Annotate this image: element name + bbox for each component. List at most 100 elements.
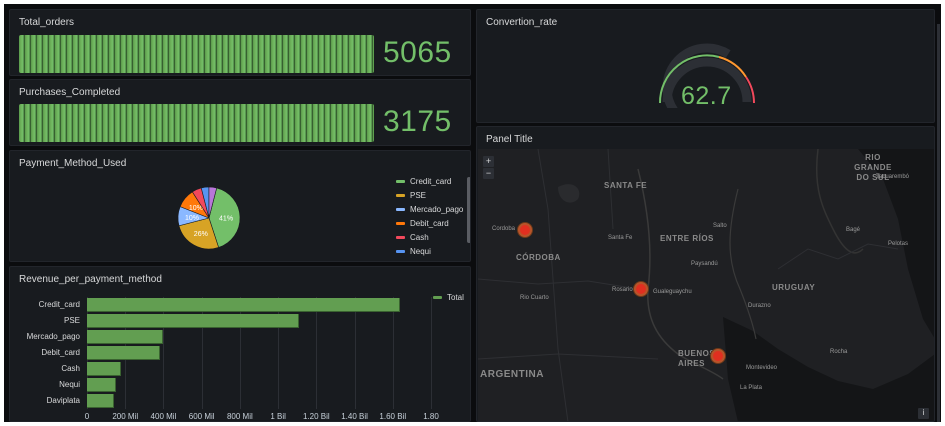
bar-credit-card[interactable] xyxy=(87,298,401,312)
x-tick-label: 200 Mil xyxy=(112,412,139,421)
map-canvas[interactable]: SANTA FE ENTRE RÍOS CÓRDOBA URUGUAY RIO … xyxy=(478,149,934,421)
map-city: Rocha xyxy=(830,349,848,355)
category-label: Cash xyxy=(61,364,80,373)
panel-title: Panel Title xyxy=(486,134,533,145)
grid-line xyxy=(239,297,241,409)
gauge-threshold-red xyxy=(745,76,755,104)
grid-line xyxy=(316,297,318,409)
legend-item[interactable]: Mercado_pago xyxy=(396,205,463,214)
map-label: ENTRE RÍOS xyxy=(660,234,714,243)
map-marker-rosario[interactable] xyxy=(634,282,648,296)
bar-pse[interactable] xyxy=(87,314,300,328)
x-tick-label: 0 xyxy=(84,412,90,421)
info-icon[interactable]: i xyxy=(918,408,929,419)
legend-label: Total xyxy=(447,293,464,302)
legend-swatch xyxy=(396,208,405,211)
pie-slice-credit-card[interactable] xyxy=(208,187,241,248)
gauge-threshold-green xyxy=(658,54,720,104)
zoom-out-button[interactable]: − xyxy=(483,168,494,179)
map-city: Bagé xyxy=(846,227,861,233)
x-tick-label: 400 Mil xyxy=(150,412,177,421)
x-tick-label: 1.40 Bil xyxy=(341,412,368,421)
revenue-panel[interactable]: Revenue_per_payment_method Total 0 200 Mi… xyxy=(9,266,471,422)
purchases-completed-value: 3175 xyxy=(383,105,452,138)
legend-item[interactable]: Credit_card xyxy=(396,177,451,186)
legend-label: Cash xyxy=(410,233,429,242)
map-label: RIO GRANDE DO SUL xyxy=(854,153,892,182)
total-orders-panel[interactable]: Total_orders 5065 xyxy=(9,9,471,76)
panel-title: Revenue_per_payment_method xyxy=(19,274,162,285)
category-label: Mercado_pago xyxy=(26,332,80,341)
gauge-threshold-orange xyxy=(718,56,747,78)
legend-label: Credit_card xyxy=(410,177,452,186)
category-label: Daviplata xyxy=(46,396,80,405)
pie-slice-pse[interactable] xyxy=(178,217,219,250)
dashboard-scrollbar[interactable] xyxy=(937,24,940,422)
x-tick-label: 1 Bil xyxy=(270,412,286,421)
legend-swatch xyxy=(396,180,405,183)
grid-line xyxy=(392,297,394,409)
zoom-in-button[interactable]: + xyxy=(483,156,494,167)
map-city: Montevideo xyxy=(746,365,778,371)
pie-slice-label: 10% xyxy=(185,215,199,222)
bar-debit-card[interactable] xyxy=(87,346,160,360)
total-orders-bar xyxy=(19,35,374,73)
pie-chart: 41% 26% 10% 10% xyxy=(177,186,241,250)
x-tick-label: 600 Mil xyxy=(188,412,215,421)
legend-label: PSE xyxy=(410,191,427,200)
category-label: Credit_card xyxy=(38,300,80,309)
map-label: URUGUAY xyxy=(772,283,816,292)
map-city: Paysandú xyxy=(691,261,718,267)
conversion-rate-panel[interactable]: Convertion_rate 62.7 xyxy=(476,9,935,123)
map-city: Tacuarembó xyxy=(876,174,910,180)
revenue-legend[interactable]: Total xyxy=(433,293,464,302)
grid-line xyxy=(431,297,432,409)
purchases-completed-panel[interactable]: Purchases_Completed 3175 xyxy=(9,79,471,146)
map-panel[interactable]: Panel Title SANTA FE ENTRE RÍOS CÓRDOBA … xyxy=(476,126,935,422)
payment-method-panel[interactable]: Payment_Method_Used 41% 26% 10% 10% Credit_… xyxy=(9,150,471,262)
map-city: Salto xyxy=(713,223,727,229)
conversion-rate-value: 62.7 xyxy=(681,82,732,110)
pie-slice-label: 10% xyxy=(189,205,203,212)
legend-item[interactable]: Debit_card xyxy=(396,219,449,228)
revenue-bar-chart: 0 200 Mil 400 Mil 600 Mil 800 Mil 1 Bil 1.20 B… xyxy=(10,267,470,421)
map-label: ARGENTINA xyxy=(480,369,544,380)
map-background xyxy=(478,149,934,421)
bar-daviplata[interactable] xyxy=(87,394,114,408)
legend-scrollbar[interactable] xyxy=(467,177,470,243)
map-city: Rio Cuarto xyxy=(520,295,549,301)
legend-label: Mercado_pago xyxy=(410,205,464,214)
gauge-fill xyxy=(662,43,731,108)
grid-line xyxy=(354,297,356,409)
dashboard: Total_orders 5065 Purchases_Completed 31… xyxy=(4,4,941,422)
pie-slice-label: 26% xyxy=(194,231,208,238)
map-city: Cordoba xyxy=(492,226,516,232)
map-label: CÓRDOBA xyxy=(516,253,561,262)
grid-line xyxy=(163,297,165,409)
bar-mercado-pago[interactable] xyxy=(87,330,164,344)
panel-title: Purchases_Completed xyxy=(19,87,121,98)
pie-slice-label: 41% xyxy=(219,215,233,222)
legend-swatch xyxy=(396,222,405,225)
panel-title: Total_orders xyxy=(19,17,75,28)
legend-label: Nequi xyxy=(410,247,431,256)
x-tick-label: 1.60 Bil xyxy=(379,412,407,421)
x-tick-label: 1.20 Bil xyxy=(302,412,330,421)
map-city: La Plata xyxy=(740,385,763,391)
legend-swatch xyxy=(433,296,442,299)
grid-line xyxy=(278,297,280,409)
map-city: Gualeguaychu xyxy=(653,289,692,295)
bar-cash[interactable] xyxy=(87,362,122,376)
pie-slice-other[interactable] xyxy=(208,186,218,219)
map-city: Rosario xyxy=(612,287,633,293)
bar-nequi[interactable] xyxy=(87,378,116,392)
x-tick-label: 1.80 xyxy=(423,412,439,421)
map-marker-cordoba[interactable] xyxy=(518,223,532,237)
category-label: Debit_card xyxy=(41,348,80,357)
legend-item[interactable]: PSE xyxy=(396,191,426,200)
legend-item[interactable]: Cash xyxy=(396,233,429,242)
map-marker-buenos-aires[interactable] xyxy=(711,349,725,363)
grid-line xyxy=(201,297,203,409)
purchases-completed-bar xyxy=(19,104,374,142)
legend-item[interactable]: Nequi xyxy=(396,247,431,256)
